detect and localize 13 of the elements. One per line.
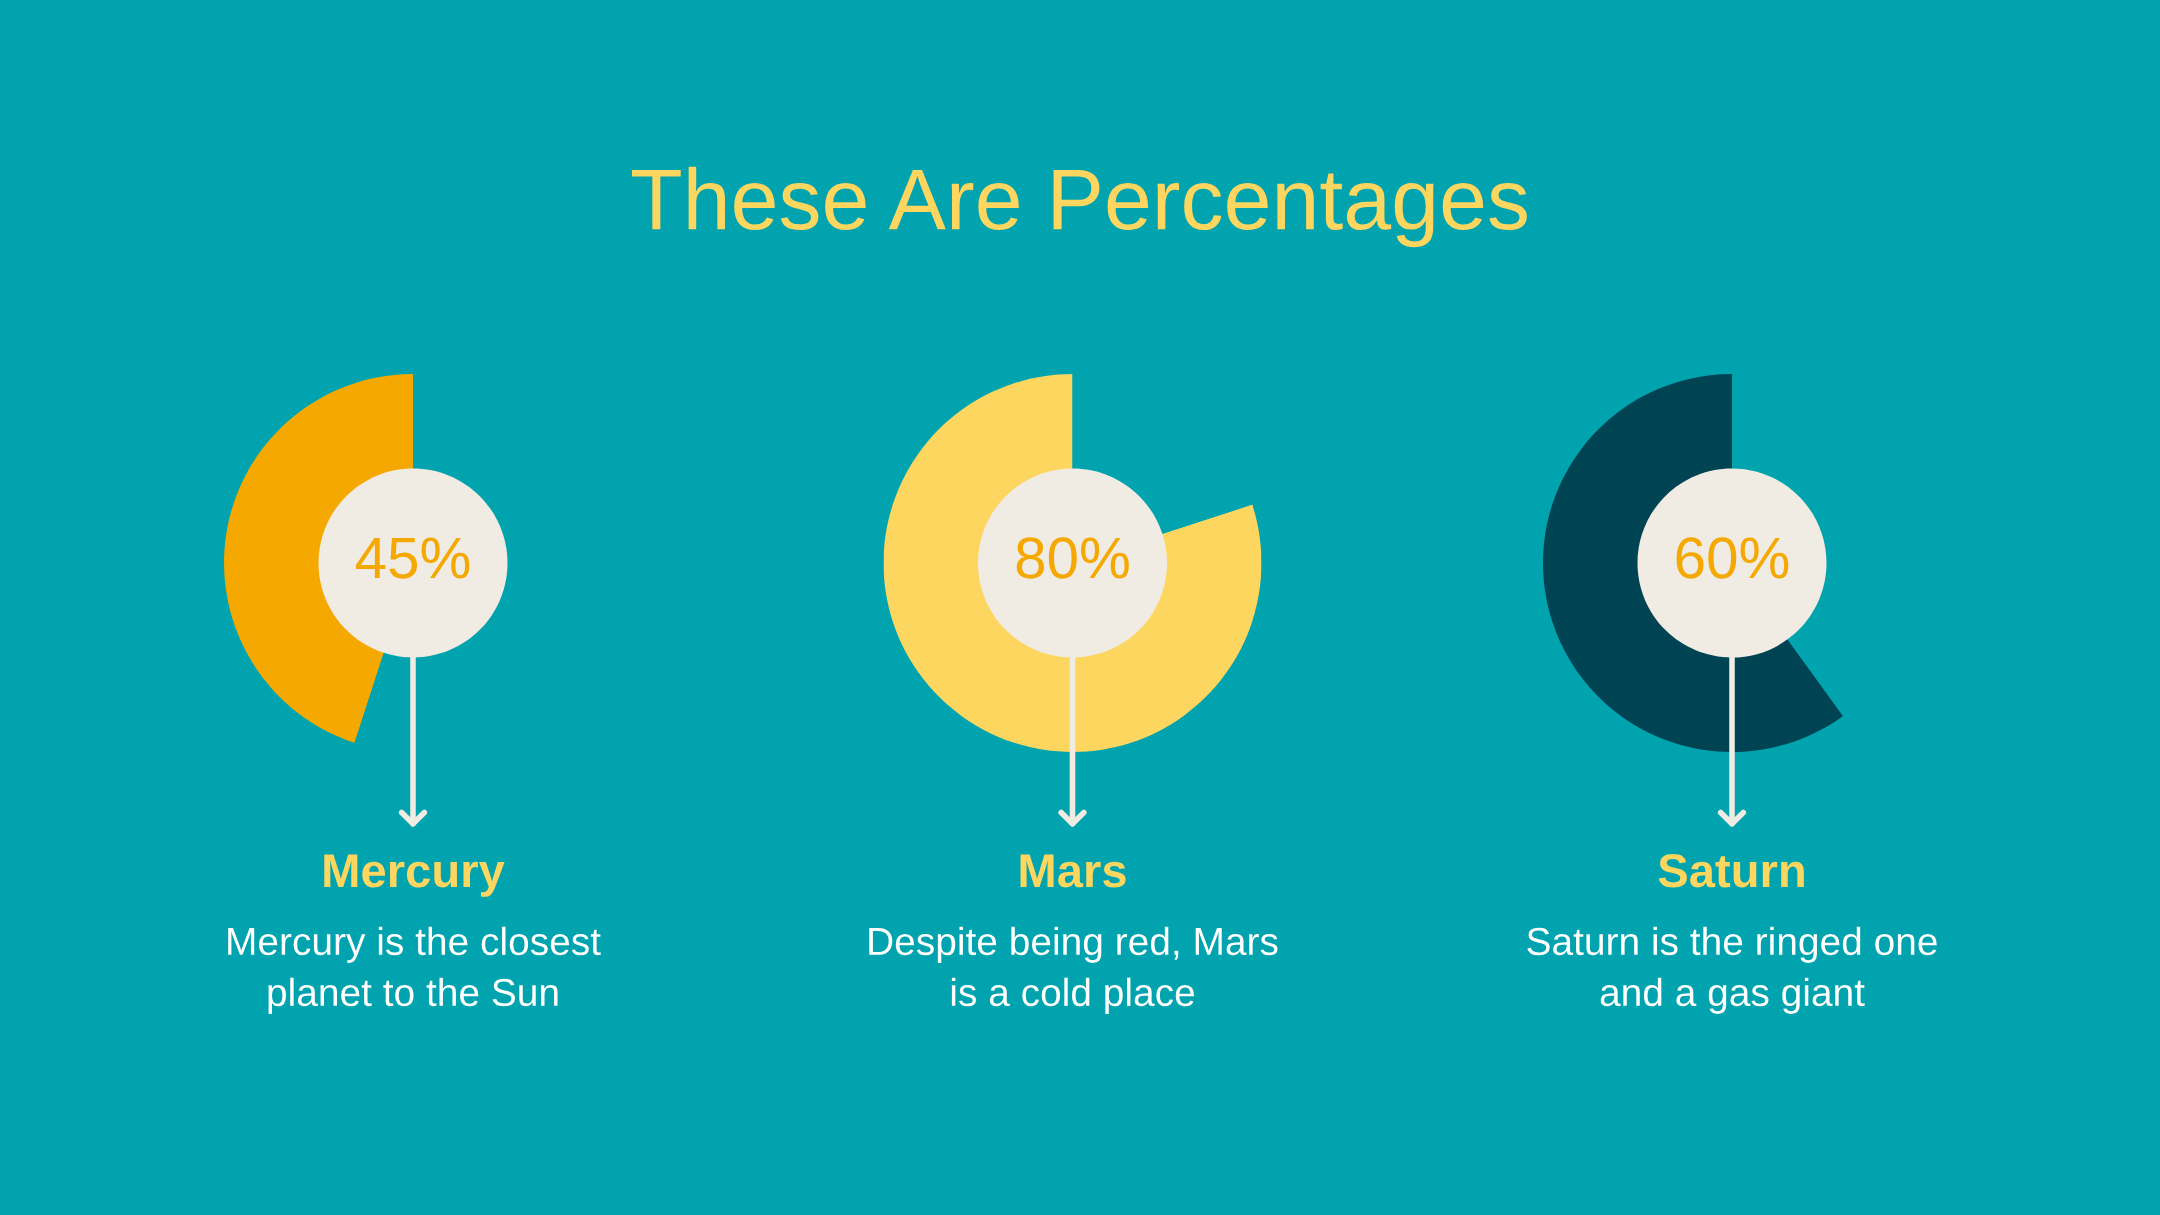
text: Despite being red, Mars: [869, 926, 1278, 963]
text: These Are Percentages: [632, 166, 1527, 248]
text: Mars: [1020, 854, 1126, 888]
text: and a gas giant: [1600, 977, 1865, 1014]
text: Saturn is the ringed one: [1527, 926, 1937, 963]
text: is a cold place: [951, 977, 1194, 1014]
data-label: 45%: [355, 537, 470, 579]
data-label: 60%: [1676, 537, 1789, 579]
text: Mercury: [324, 854, 505, 897]
text: Saturn: [1658, 854, 1804, 888]
text: planet to the Sun: [268, 977, 558, 1014]
text: Mercury is the closest: [228, 926, 601, 963]
data-label: 80%: [1016, 537, 1129, 579]
